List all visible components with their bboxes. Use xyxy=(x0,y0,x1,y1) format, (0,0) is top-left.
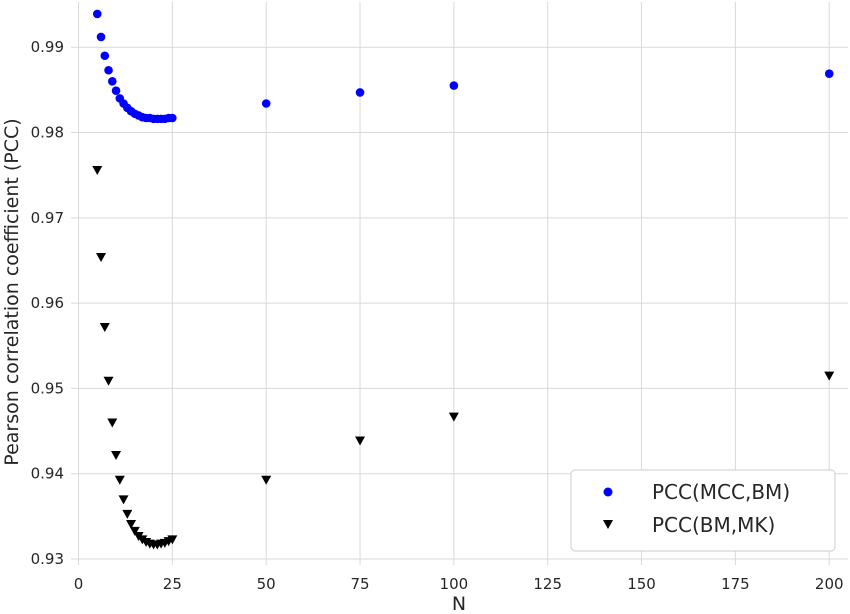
data-point-triangle xyxy=(96,253,107,263)
data-point-triangle xyxy=(92,166,103,176)
y-tick-label: 0.95 xyxy=(31,379,64,397)
data-point-circle xyxy=(449,81,459,90)
x-tick-label: 50 xyxy=(257,575,276,593)
legend: PCC(MCC,BM) PCC(BM,MK) xyxy=(570,469,836,552)
data-point-triangle xyxy=(118,495,129,505)
y-tick-label: 0.98 xyxy=(31,124,64,142)
tick-labels: 0 25 50 75 100 125 150 175 200 0.93 0.94 0.95 0.96 0.… xyxy=(31,38,844,593)
x-axis-label: N xyxy=(452,593,466,614)
grid xyxy=(71,2,848,565)
data-point-circle xyxy=(107,77,117,86)
data-point-triangle xyxy=(107,418,118,428)
x-tick-label: 0 xyxy=(74,575,84,593)
data-point-circle xyxy=(261,99,271,108)
legend-label-pcc-mcc-bm: PCC(MCC,BM) xyxy=(652,480,790,504)
x-tick-label: 75 xyxy=(350,575,369,593)
data-point-triangle xyxy=(261,475,272,485)
data-point-circle xyxy=(100,51,110,61)
legend-label-pcc-bm-mk: PCC(BM,MK) xyxy=(652,513,775,537)
data-points xyxy=(92,9,835,550)
legend-marker-triangle xyxy=(603,520,613,529)
x-tick-label: 125 xyxy=(533,575,562,593)
data-point-triangle xyxy=(99,323,110,333)
x-tick-label: 200 xyxy=(815,575,844,593)
data-point-circle xyxy=(168,113,177,123)
data-point-triangle xyxy=(355,436,366,446)
data-point-triangle xyxy=(111,450,122,460)
data-point-triangle xyxy=(126,520,137,530)
legend-marker-circle xyxy=(603,487,613,497)
legend-box xyxy=(570,469,836,552)
data-point-triangle xyxy=(824,371,835,381)
data-point-triangle xyxy=(448,412,459,422)
y-tick-label: 0.96 xyxy=(31,294,64,312)
data-point-circle xyxy=(92,9,102,19)
data-point-circle xyxy=(96,32,106,42)
data-point-circle xyxy=(111,86,121,96)
x-tick-label: 150 xyxy=(627,575,656,593)
y-tick-label: 0.93 xyxy=(31,550,64,568)
data-point-circle xyxy=(355,88,365,97)
y-tick-label: 0.94 xyxy=(31,465,64,483)
data-point-triangle xyxy=(167,535,178,545)
y-tick-label: 0.99 xyxy=(31,38,64,56)
data-point-circle xyxy=(104,65,113,75)
x-tick-label: 25 xyxy=(163,575,182,593)
data-point-circle xyxy=(824,69,834,78)
data-point-triangle xyxy=(103,376,114,386)
data-point-triangle xyxy=(122,509,133,519)
y-tick-label: 0.97 xyxy=(31,209,64,227)
data-point-triangle xyxy=(129,526,140,536)
x-tick-label: 175 xyxy=(721,575,750,593)
data-point-triangle xyxy=(114,475,125,485)
x-tick-label: 100 xyxy=(440,575,469,593)
y-axis-label: Pearson correlation coefficient (PCC) xyxy=(1,118,23,465)
